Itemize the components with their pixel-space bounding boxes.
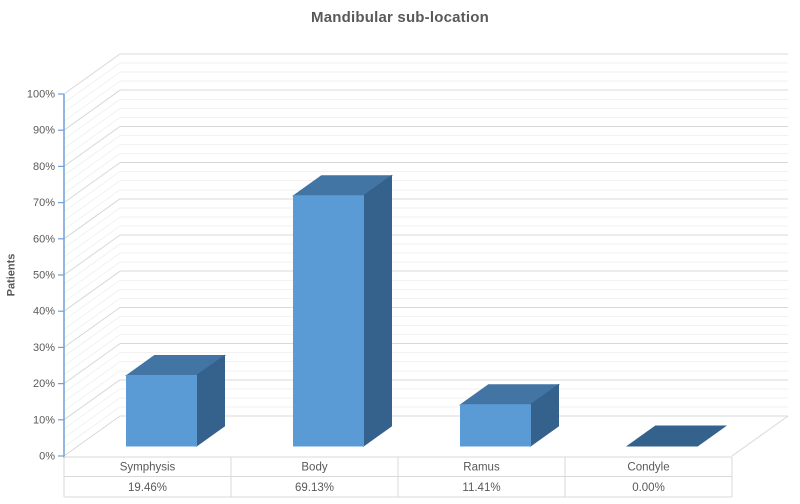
- wall-gridline-minor: [63, 370, 121, 412]
- y-tick-label: 80%: [33, 161, 55, 173]
- wall-gridline-minor: [63, 334, 121, 375]
- y-tick-label: 40%: [33, 306, 55, 318]
- y-tick-label: 50%: [33, 270, 55, 282]
- wall-gridline-minor: [63, 216, 121, 258]
- wall-gridline-minor: [63, 171, 121, 213]
- wall-gridline-minor: [63, 144, 121, 185]
- y-tick-label: 20%: [33, 378, 55, 390]
- wall-gridline-major: [63, 343, 121, 385]
- category-label: Condyle: [627, 462, 669, 474]
- wall-gridline-minor: [63, 406, 121, 448]
- value-label: 0.00%: [632, 482, 665, 494]
- wall-gridline-minor: [63, 80, 121, 122]
- wall-gridline-minor: [63, 388, 121, 430]
- wall-gridline-minor: [63, 297, 121, 339]
- wall-gridline-major: [63, 270, 121, 312]
- y-tick-label: 60%: [33, 233, 55, 245]
- wall-gridline-minor: [63, 252, 121, 294]
- category-label: Body: [301, 462, 327, 474]
- chart-title: Mandibular sub-location: [311, 9, 489, 26]
- wall-gridline-minor: [63, 135, 121, 176]
- wall-gridline-major: [63, 125, 121, 167]
- wall-gridline-minor: [63, 243, 121, 285]
- bar-symphysis-front: [126, 375, 197, 447]
- wall-gridline-major: [63, 162, 121, 204]
- category-label: Symphysis: [120, 462, 176, 474]
- wall-gridline-minor: [63, 107, 121, 149]
- wall-gridline-minor: [63, 116, 121, 158]
- wall-gridline-major: [63, 234, 121, 276]
- wall-gridline-minor: [63, 189, 121, 231]
- bar-body-front: [293, 195, 364, 447]
- wall-gridline-minor: [63, 153, 121, 194]
- y-tick-label: 90%: [33, 125, 55, 137]
- bar-condyle-flat: [625, 425, 728, 447]
- y-tick-label: 0%: [39, 451, 55, 463]
- wall-gridline-major: [63, 89, 121, 131]
- wall-gridline-major: [63, 53, 121, 95]
- wall-gridline-major: [63, 415, 121, 457]
- wall-gridline-minor: [63, 207, 121, 249]
- wall-gridline-major: [63, 198, 121, 240]
- y-axis-title: Patients: [5, 253, 18, 297]
- wall-gridline-minor: [63, 180, 121, 222]
- wall-gridline-major: [63, 306, 121, 348]
- wall-gridline-minor: [63, 288, 121, 330]
- wall-gridline-minor: [63, 361, 121, 403]
- bar-ramus-front: [460, 404, 531, 447]
- wall-gridline-minor: [63, 397, 121, 439]
- value-label: 69.13%: [295, 482, 334, 494]
- wall-gridline-minor: [63, 62, 121, 104]
- wall-gridline-minor: [63, 261, 121, 303]
- wall-gridline-major: [63, 379, 121, 421]
- floor-right-edge: [731, 415, 789, 457]
- wall-gridline-minor: [63, 71, 121, 113]
- wall-gridline-minor: [63, 98, 121, 140]
- value-label: 11.41%: [462, 482, 500, 494]
- y-tick-label: 10%: [33, 414, 55, 426]
- wall-gridline-minor: [63, 352, 121, 394]
- wall-gridline-minor: [63, 316, 121, 357]
- y-axis-title-area: Patients: [2, 94, 20, 456]
- y-tick-label: 70%: [33, 197, 55, 209]
- category-label: Ramus: [463, 462, 500, 474]
- y-tick-label: 30%: [33, 342, 55, 354]
- wall-gridline-minor: [63, 225, 121, 267]
- bar-body-side: [363, 174, 392, 447]
- y-tick-label: 100%: [27, 89, 55, 101]
- value-label: 19.46%: [128, 482, 167, 494]
- wall-gridline-minor: [63, 325, 121, 366]
- wall-gridline-minor: [63, 279, 121, 321]
